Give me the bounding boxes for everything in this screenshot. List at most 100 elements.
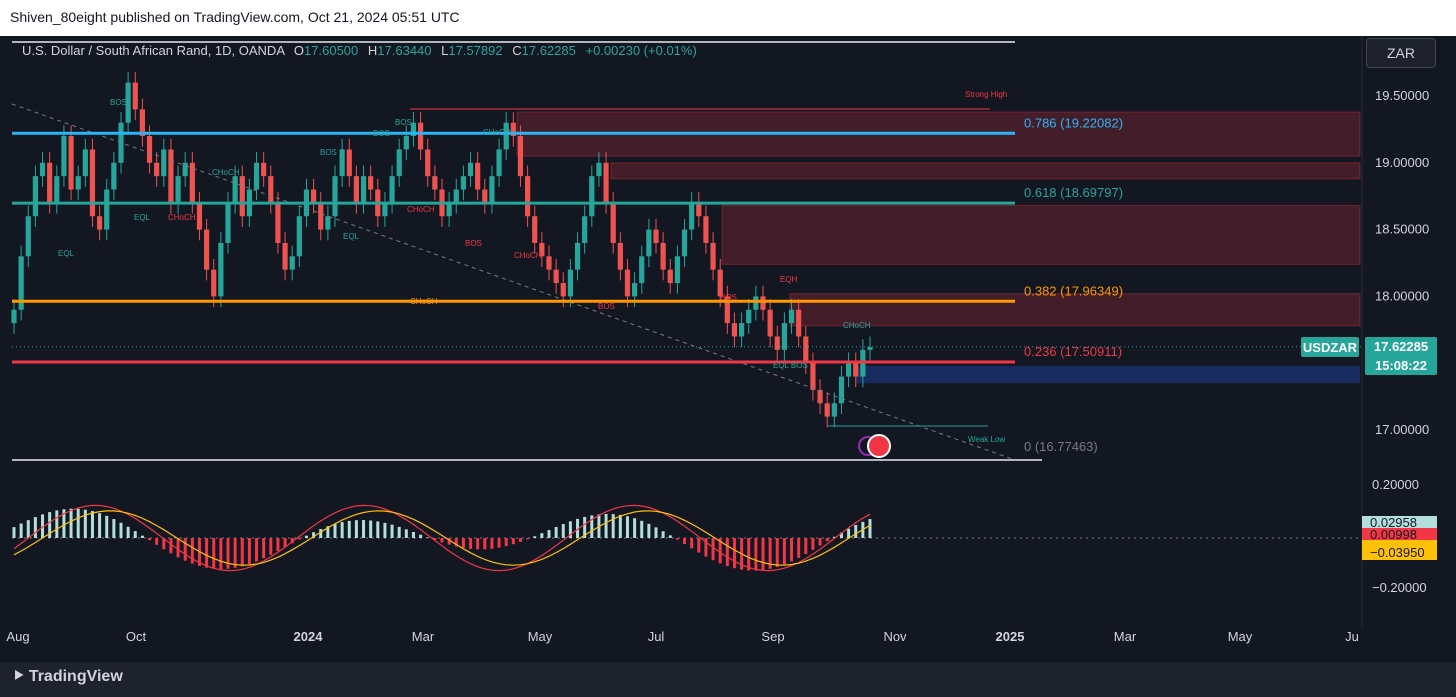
- candle-body: [532, 216, 538, 243]
- candle-body: [139, 109, 145, 137]
- candle-body: [161, 149, 167, 177]
- osc-histogram-bar: [654, 527, 658, 538]
- tradingview-logo: ⯈ TradingView: [12, 668, 123, 686]
- price-chart[interactable]: 0.786 (19.22082) 0.618 (18.69797) 0.382 (1…: [0, 36, 1456, 662]
- candle-body: [154, 162, 160, 177]
- osc-value-tag: [1362, 540, 1437, 560]
- osc-slow-line: [13, 510, 871, 566]
- osc-histogram-bar: [319, 529, 323, 538]
- currency-button[interactable]: ZAR: [1366, 38, 1436, 68]
- candle-body: [25, 216, 31, 257]
- candle-body: [753, 296, 759, 310]
- osc-histogram-bar: [69, 508, 73, 538]
- candle-body: [624, 269, 631, 297]
- osc-histogram-bar: [90, 511, 94, 538]
- fib-level-label: 0.618 (18.69797): [1024, 185, 1123, 200]
- time-tick: Mar: [1114, 629, 1137, 644]
- structure-label: EQL: [343, 232, 360, 241]
- osc-histogram-bar: [262, 538, 266, 559]
- structure-label: CHoCH: [407, 205, 435, 214]
- osc-histogram-bar: [461, 538, 465, 548]
- candle-body: [510, 122, 516, 137]
- time-tick: Ju: [1345, 629, 1359, 644]
- supply-zone: [610, 162, 1361, 180]
- osc-histogram-bar: [340, 522, 344, 538]
- candle-body: [824, 403, 830, 417]
- osc-histogram-bar: [547, 530, 551, 538]
- osc-value-text: −0.03950: [1370, 545, 1425, 560]
- osc-histogram-bar: [105, 515, 109, 538]
- osc-histogram-bar: [625, 516, 629, 538]
- candle-body: [846, 363, 852, 377]
- osc-histogram-bar: [854, 525, 858, 538]
- structure-label: CHoCH: [843, 321, 871, 330]
- structure-label: EQL BOS: [773, 361, 808, 370]
- osc-histogram-bar: [576, 518, 580, 538]
- osc-histogram-bar: [825, 538, 829, 542]
- candle-body: [253, 162, 260, 190]
- footer: ⯈ TradingView: [0, 662, 1456, 697]
- candle-body: [525, 176, 531, 217]
- candle-body: [146, 136, 153, 163]
- open-key: O: [293, 43, 305, 58]
- candle-body: [788, 309, 795, 324]
- candle-body: [681, 229, 688, 257]
- osc-histogram-bar: [112, 519, 116, 538]
- osc-histogram-bar: [725, 538, 729, 567]
- candle-body: [68, 136, 74, 190]
- osc-histogram-bar: [226, 538, 230, 569]
- open-value: 17.60500: [304, 43, 359, 58]
- fib-level-label: 0.382 (17.96349): [1024, 283, 1123, 298]
- structure-label: BOS: [465, 239, 482, 248]
- candle-body: [731, 323, 738, 337]
- candle-body: [724, 296, 730, 324]
- high-key: H: [367, 43, 378, 58]
- candle-body: [125, 82, 131, 123]
- tv-logo-icon: ⯈: [12, 668, 25, 685]
- logo-text: TradingView: [28, 668, 123, 685]
- osc-histogram-bar: [62, 509, 66, 538]
- candle-body: [553, 269, 559, 284]
- candle-body: [54, 176, 60, 203]
- candle-body: [296, 216, 302, 257]
- candle-body: [39, 162, 46, 177]
- candle-body: [32, 176, 38, 217]
- candle-body: [282, 242, 288, 270]
- osc-histogram-bar: [205, 538, 209, 568]
- osc-histogram-bar: [797, 538, 801, 558]
- osc-histogram-bar: [618, 514, 622, 538]
- structure-label: CHoCH: [168, 213, 196, 222]
- candle-body: [89, 149, 96, 217]
- candle-body: [632, 283, 638, 297]
- osc-histogram-bar: [554, 527, 558, 538]
- candle-body: [774, 336, 780, 350]
- candle-body: [817, 389, 823, 404]
- candle-body: [496, 149, 502, 177]
- osc-histogram-bar: [454, 538, 458, 547]
- candle-body: [617, 242, 623, 270]
- candle-body: [111, 162, 117, 190]
- candle-body: [667, 269, 673, 284]
- candle-body: [396, 149, 402, 177]
- fib-level-label: 0.786 (19.22082): [1024, 115, 1123, 130]
- osc-histogram-bar: [390, 524, 394, 538]
- candle-body: [460, 176, 466, 190]
- osc-histogram-bar: [283, 538, 287, 548]
- candle-body: [189, 162, 195, 203]
- osc-histogram-bar: [483, 538, 487, 550]
- candle-body: [332, 176, 338, 217]
- time-tick: Oct: [126, 629, 147, 644]
- structure-label: EQL: [134, 213, 151, 222]
- fib-level-label: 0 (16.77463): [1024, 439, 1098, 454]
- osc-histogram-bar: [119, 522, 123, 538]
- candle-body: [11, 309, 17, 324]
- last-price-tag: 17.62285 15:08:22: [1365, 337, 1437, 375]
- osc-histogram-bar: [48, 512, 52, 538]
- candle-body: [867, 347, 873, 350]
- osc-histogram-bar: [754, 538, 758, 571]
- chart-area[interactable]: 0.786 (19.22082) 0.618 (18.69797) 0.382 (1…: [0, 36, 1456, 662]
- structure-label: CHoCH: [410, 297, 438, 306]
- structure-label: BOS: [598, 302, 615, 311]
- price-tick: 19.50000: [1375, 88, 1429, 103]
- structure-label: EQH: [780, 275, 798, 284]
